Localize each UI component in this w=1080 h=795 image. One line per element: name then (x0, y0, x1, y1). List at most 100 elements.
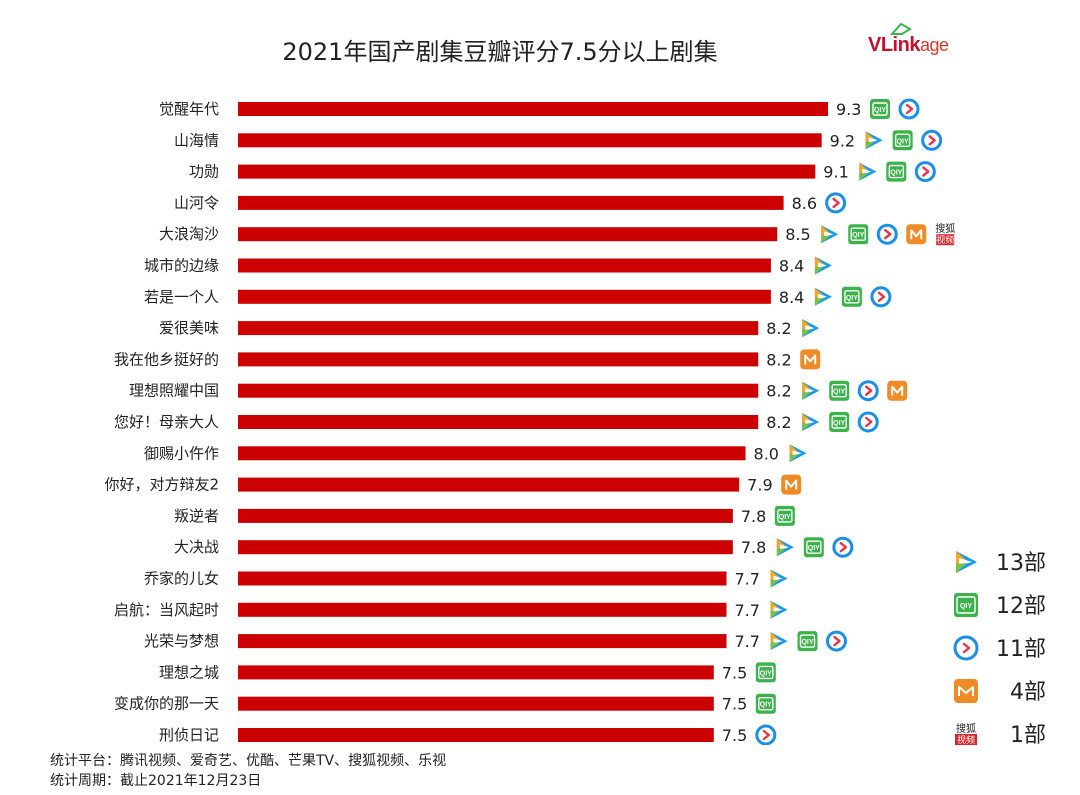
tencent-video-icon (802, 413, 820, 431)
tencent-video-icon (770, 569, 788, 588)
tencent-video-icon (802, 381, 820, 400)
iqiyi-icon: QIY (829, 380, 850, 401)
legend-label: 1部 (1010, 723, 1046, 745)
legend-label: 12部 (996, 594, 1046, 619)
bar (238, 508, 733, 523)
iqiyi-icon: QIY (829, 412, 850, 432)
tencent-video-icon (776, 538, 794, 557)
youku-icon (921, 129, 943, 151)
iqiyi-icon: QIY (848, 224, 869, 245)
bar (238, 602, 727, 617)
legend-item: QIY 12部 (954, 593, 1046, 619)
bar (238, 446, 746, 461)
value-label: 8.5 (785, 225, 810, 244)
svg-text:视频: 视频 (957, 734, 975, 745)
svg-text:QIY: QIY (846, 295, 858, 302)
svg-text:QIY: QIY (890, 170, 902, 177)
youku-icon (876, 223, 898, 245)
value-label: 8.2 (766, 382, 791, 401)
iqiyi-icon: QIY (755, 662, 776, 683)
youku-icon (832, 536, 854, 558)
value-label: 8.6 (792, 194, 817, 213)
iqiyi-icon: QIY (841, 286, 862, 307)
youku-icon (825, 192, 847, 214)
logo-text-main: VLink (868, 34, 920, 56)
logo-text-tail: age (919, 35, 949, 55)
tencent-video-icon (859, 162, 877, 181)
legend-label: 4部 (1010, 680, 1046, 705)
bar (238, 258, 771, 273)
bar (238, 164, 816, 179)
legend-label: 13部 (996, 551, 1046, 576)
value-label: 9.2 (830, 131, 855, 150)
iqiyi-icon: QIY (774, 505, 795, 526)
iqiyi-icon: QIY (797, 631, 818, 652)
category-label: 理想照耀中国 (129, 382, 219, 400)
youku-icon (825, 630, 847, 652)
category-label: 您好！母亲大人 (114, 413, 219, 431)
value-label: 8.0 (754, 444, 779, 463)
tencent-video-icon (821, 225, 839, 244)
category-label: 我在他乡挺好的 (114, 350, 219, 368)
value-label: 7.7 (734, 632, 759, 651)
bar (238, 352, 759, 367)
iqiyi-icon: QIY (870, 99, 890, 119)
youku-icon (953, 635, 979, 661)
tencent-video-icon (802, 319, 820, 338)
value-label: 8.2 (766, 413, 791, 432)
value-label: 7.7 (734, 570, 759, 589)
bar (238, 383, 759, 398)
value-label: 8.4 (779, 257, 804, 276)
footer-platforms: 统计平台：腾讯视频、爱奇艺、优酷、芒果TV、搜狐视频、乐视 (50, 753, 447, 769)
value-label: 7.5 (722, 695, 747, 714)
category-label: 山海情 (174, 131, 219, 149)
bar-chart: 觉醒年代 9.3 QIY 山海情 9.2 QIY 功勋 9.1 QIY 山河令 8.6 大浪淘沙 8.5… (104, 98, 1046, 745)
svg-text:QIY: QIY (808, 545, 820, 552)
tencent-video-icon (956, 551, 977, 573)
svg-text:QIY: QIY (801, 639, 813, 646)
bar (238, 415, 759, 429)
logo-mark-icon (890, 22, 912, 35)
iqiyi-icon: QIY (803, 537, 824, 558)
mango-tv-icon (800, 349, 821, 370)
bar (238, 195, 784, 210)
category-label: 理想之城 (159, 663, 219, 681)
category-label: 爱很美味 (159, 319, 219, 337)
chart-title: 2021年国产剧集豆瓣评分7.5分以上剧集 (282, 38, 718, 66)
youku-icon (857, 380, 879, 402)
svg-text:QIY: QIY (852, 232, 864, 239)
legend-item: 4部 (954, 679, 1046, 705)
footer-period: 统计周期：截止2021年12月23日 (50, 773, 262, 789)
value-label: 9.1 (823, 163, 848, 182)
youku-icon (755, 724, 777, 745)
category-label: 功勋 (189, 163, 219, 181)
category-label: 你好，对方辩友2 (104, 476, 219, 494)
category-label: 山河令 (174, 194, 219, 212)
bar (238, 665, 714, 680)
iqiyi-icon: QIY (954, 593, 978, 617)
category-label: 大浪淘沙 (159, 225, 219, 243)
legend-item: 搜狐视频 1部 (955, 722, 1046, 745)
category-label: 御赐小仵作 (144, 444, 219, 462)
value-label: 8.4 (779, 288, 804, 307)
mango-tv-icon (906, 224, 927, 245)
bar (238, 696, 714, 711)
legend-label: 11部 (996, 637, 1046, 662)
bar (238, 634, 727, 649)
mango-tv-icon (781, 474, 802, 495)
mango-tv-icon (887, 380, 908, 401)
svg-text:QIY: QIY (874, 107, 886, 114)
bar (238, 289, 771, 304)
bar (238, 133, 822, 148)
svg-text:QIY: QIY (760, 670, 772, 677)
youku-icon (857, 411, 879, 433)
category-label: 光荣与梦想 (144, 632, 219, 650)
bar (238, 540, 733, 555)
bar (238, 227, 778, 242)
category-label: 刑侦日记 (159, 726, 219, 744)
svg-text:QIY: QIY (833, 420, 845, 427)
category-label: 乔家的儿女 (144, 570, 219, 588)
tencent-video-icon (865, 131, 883, 150)
iqiyi-icon: QIY (886, 161, 907, 182)
bar (238, 477, 740, 492)
